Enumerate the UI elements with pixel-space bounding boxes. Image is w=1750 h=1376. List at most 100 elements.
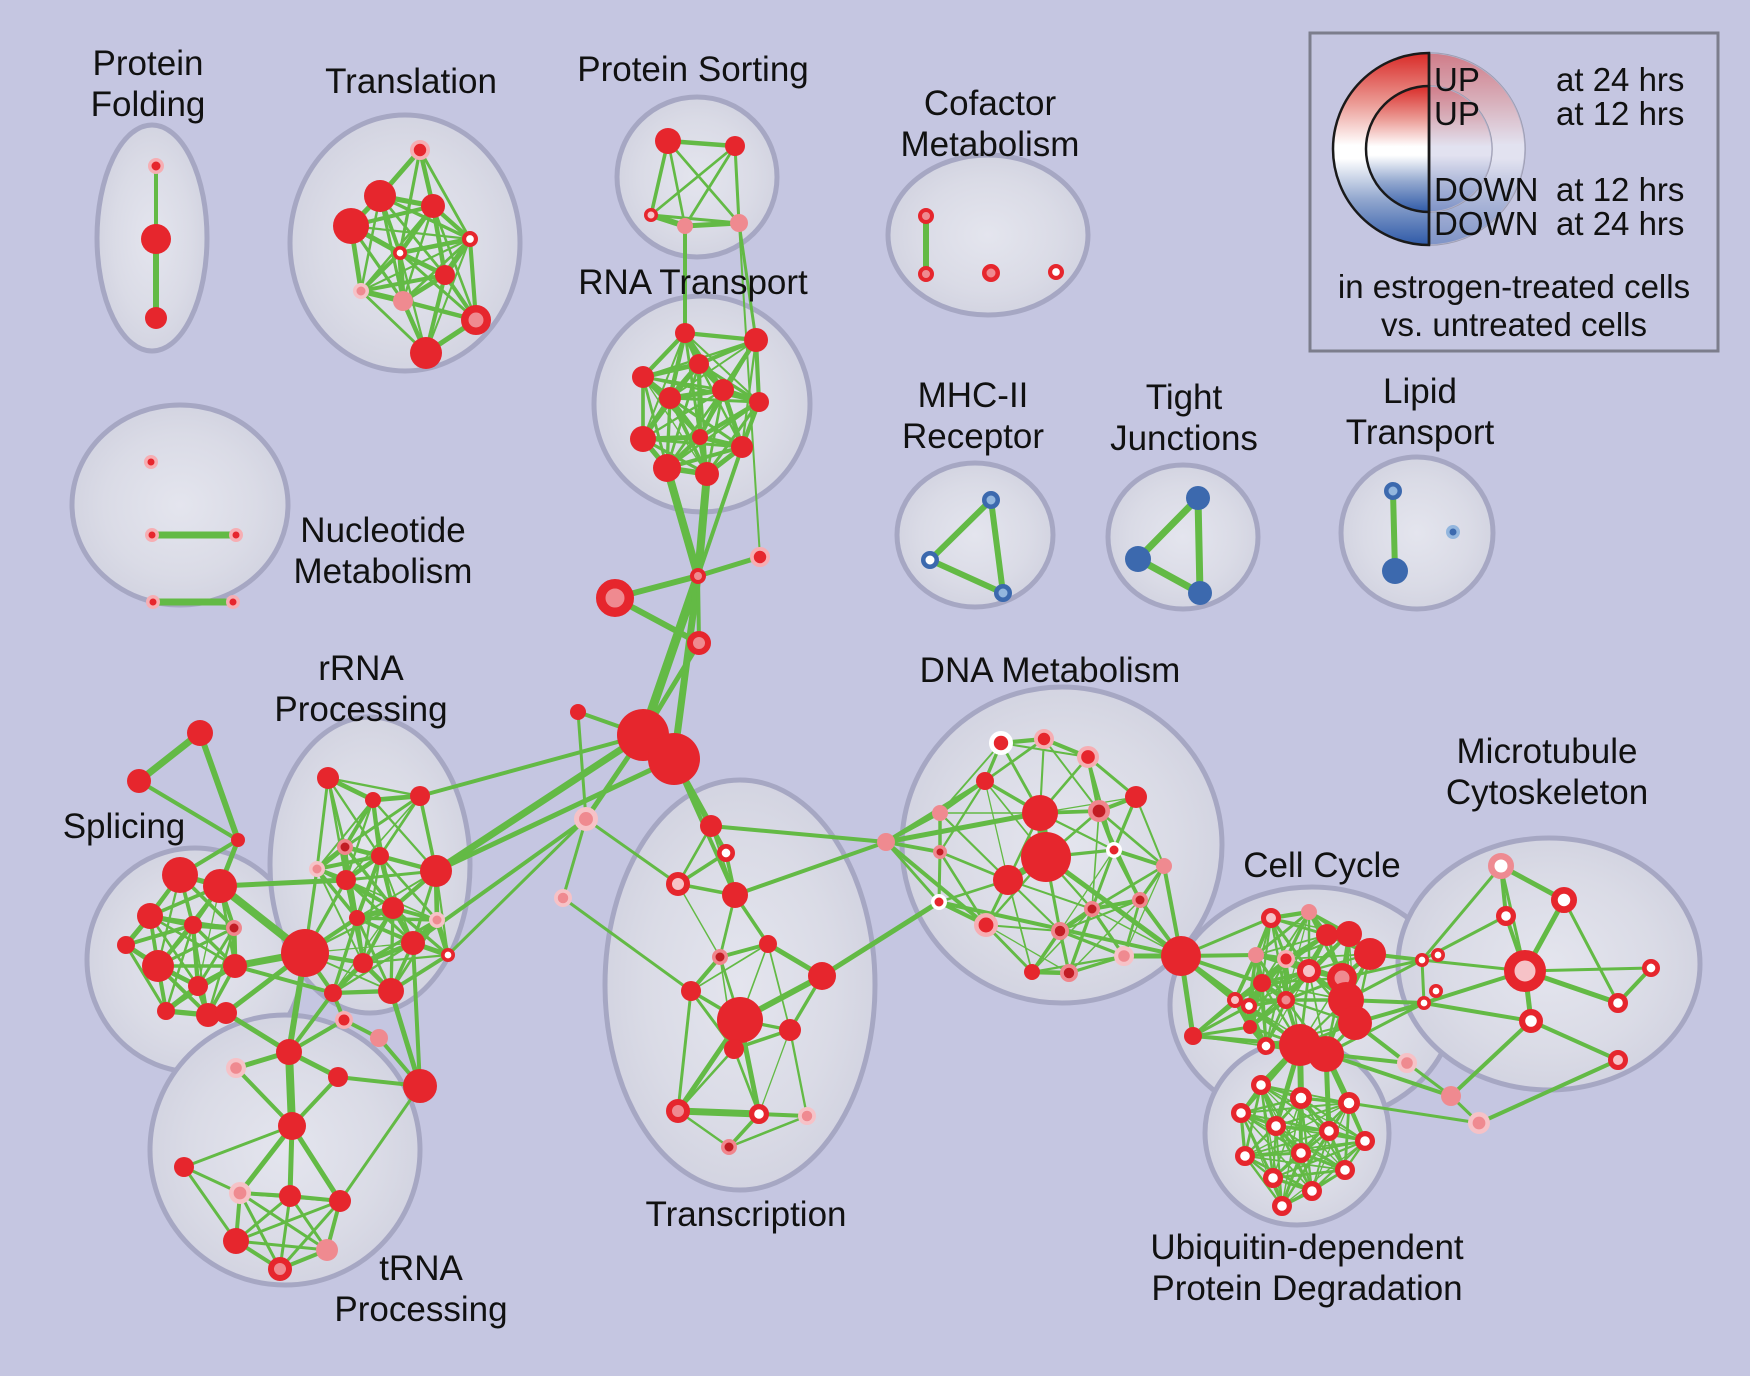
network-edge xyxy=(1134,795,1166,868)
gene-node-tj2 xyxy=(1125,546,1151,572)
network-edge xyxy=(665,388,725,470)
network-edge xyxy=(391,906,450,957)
gene-node-t14 xyxy=(798,1107,817,1126)
gene-node-u12 xyxy=(1301,1180,1322,1201)
gene-node-rt9 xyxy=(630,426,656,452)
network-edge xyxy=(738,222,761,558)
network-edge xyxy=(182,1124,294,1169)
gene-node-k8 xyxy=(279,1185,301,1207)
gene-node-tl5 xyxy=(393,246,408,261)
network-edge xyxy=(1477,1058,1620,1125)
network-edge xyxy=(433,756,677,874)
gene-node-sp7 xyxy=(223,954,247,978)
network-edge xyxy=(1240,1112,1283,1207)
gene-node-n1 xyxy=(570,704,586,720)
gene-node-d18 xyxy=(1084,901,1100,917)
network-edge xyxy=(234,1239,329,1252)
gene-node-m10 xyxy=(1641,959,1660,978)
cluster-label-nucleotide-line2: Metabolism xyxy=(294,552,473,591)
gene-node-k15 xyxy=(403,1069,437,1103)
network-edge xyxy=(315,776,330,871)
gene-node-u6 xyxy=(1318,1120,1339,1141)
gene-node-d9 xyxy=(1021,832,1071,882)
network-edge xyxy=(1254,910,1311,957)
cluster-label-mhc-line2: Receptor xyxy=(902,417,1044,456)
network-edge xyxy=(1244,1130,1330,1157)
network-edge xyxy=(1030,954,1126,974)
network-edge xyxy=(1420,864,1503,962)
gene-node-w2 xyxy=(1416,996,1431,1011)
gene-node-tl9 xyxy=(393,291,413,311)
gene-node-t15 xyxy=(721,1139,737,1155)
network-edge xyxy=(985,924,1070,974)
gene-node-cf4 xyxy=(1047,263,1064,280)
gene-node-u13 xyxy=(1271,1195,1292,1216)
gene-node-mh2 xyxy=(921,551,939,569)
gene-node-u8 xyxy=(1234,1145,1255,1166)
gene-node-k11 xyxy=(316,1239,338,1261)
legend: UP at 24 hrs UP at 12 hrs DOWN at 12 hrs DOWN a… xyxy=(1308,31,1720,353)
gene-node-k1 xyxy=(215,1002,237,1024)
gene-node-sp10 xyxy=(196,1003,220,1027)
network-edge xyxy=(349,224,472,241)
gene-node-t5 xyxy=(759,935,777,953)
cluster-label-tight-line1: Tight xyxy=(1146,378,1223,417)
gene-node-w1 xyxy=(1414,953,1429,968)
network-edge xyxy=(1089,897,1143,912)
network-edge xyxy=(124,943,168,1013)
gene-node-u3 xyxy=(1337,1091,1360,1114)
gene-node-pf2 xyxy=(141,224,171,254)
gene-node-c16 xyxy=(1227,992,1243,1008)
network-edge xyxy=(343,794,422,849)
gene-node-rr17 xyxy=(429,912,445,928)
network-edge xyxy=(233,964,335,995)
network-edge xyxy=(927,557,1006,596)
network-edge xyxy=(642,332,686,440)
network-edge xyxy=(359,237,472,293)
network-edge xyxy=(234,1199,342,1243)
gene-node-rr12 xyxy=(401,931,425,955)
gene-node-h2 xyxy=(648,733,700,785)
gene-node-k12 xyxy=(268,1257,292,1281)
network-edge xyxy=(1059,849,1115,932)
gene-node-lp2 xyxy=(1382,558,1408,584)
gene-node-nm4 xyxy=(146,595,160,609)
network-edge xyxy=(983,737,1046,783)
gene-node-k3 xyxy=(276,1039,302,1065)
gene-node-d14 xyxy=(1156,858,1172,874)
gene-node-tr2 xyxy=(127,769,151,793)
network-edge xyxy=(1449,1019,1533,1098)
legend-footer-line2: vs. untreated cells xyxy=(1381,306,1647,343)
gene-node-u7 xyxy=(1354,1130,1375,1151)
network-edge xyxy=(338,1084,422,1203)
network-edge xyxy=(1043,854,1184,959)
cluster-label-rrna-line1: rRNA xyxy=(318,649,404,688)
gene-node-t1 xyxy=(700,815,722,837)
cluster-label-ubiquitin-line2: Protein Degradation xyxy=(1151,1269,1462,1308)
network-edge xyxy=(665,400,761,470)
gene-node-t4 xyxy=(722,882,748,908)
gene-node-rt7 xyxy=(749,392,769,412)
gene-node-k13 xyxy=(335,1011,353,1029)
gene-node-rr11 xyxy=(382,897,404,919)
cluster-ellipse-tight xyxy=(1105,462,1261,612)
gene-node-c17 xyxy=(1256,1036,1275,1055)
network-edge xyxy=(561,817,588,900)
network-edge xyxy=(1112,848,1166,868)
network-edge xyxy=(197,885,221,987)
gene-node-rt8 xyxy=(692,429,708,445)
gene-node-sp5 xyxy=(226,920,242,936)
network-edge xyxy=(883,810,1043,845)
gene-node-tl7 xyxy=(435,265,455,285)
network-edge xyxy=(278,1194,292,1271)
gene-node-c13 xyxy=(1338,1006,1372,1040)
gene-node-c19 xyxy=(1308,1036,1344,1072)
cluster-ellipse-transcription xyxy=(602,777,878,1193)
network-edge xyxy=(1523,966,1653,973)
gene-node-d10 xyxy=(993,865,1023,895)
network-edge xyxy=(237,1123,295,1196)
gene-node-d13 xyxy=(1106,842,1122,858)
gene-node-k7 xyxy=(228,1182,251,1205)
